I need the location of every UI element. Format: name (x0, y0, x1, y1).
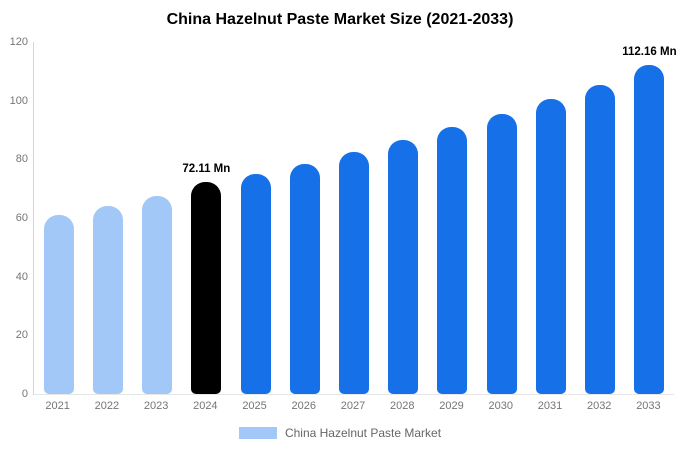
legend-swatch (238, 427, 277, 439)
plot-area: 72.11 Mn 112.16 Mn (33, 42, 677, 395)
x-tick-label-2032: 2032 (586, 400, 612, 412)
x-tick-label-2033: 2033 (636, 400, 661, 412)
bar-2021 (43, 215, 74, 394)
x-tick-label-2026: 2026 (291, 400, 317, 412)
chart-title: China Hazelnut Paste Market Size (2021-2… (166, 11, 514, 28)
legend: China Hazelnut Paste Market (0, 426, 680, 440)
legend-label: China Hazelnut Paste Market (284, 426, 442, 440)
x-tick-label-2028: 2028 (390, 400, 415, 412)
x-tick-label-2029: 2029 (439, 400, 464, 412)
bar-2028 (388, 140, 419, 394)
bar-column-2022 (83, 42, 132, 394)
x-tick-label-2021: 2021 (45, 400, 70, 412)
y-tick-label: 100 (9, 94, 28, 107)
x-tick-label-2031: 2031 (537, 400, 563, 412)
bar-column-2023 (132, 42, 181, 394)
bar-2030 (486, 113, 517, 394)
x-tick-label-2025: 2025 (242, 400, 267, 412)
value-label-2024: 72.11 Mn (182, 163, 231, 176)
bar-2024 (191, 182, 222, 394)
bar-column-2032 (576, 42, 625, 394)
y-tick-label: 40 (15, 270, 28, 283)
y-tick-label: 0 (21, 388, 28, 400)
y-tick-label: 20 (15, 329, 28, 342)
x-tick-label-2027: 2027 (340, 400, 366, 412)
bar-column-2021 (34, 42, 83, 394)
bar-column-2024: 72.11 Mn (182, 42, 231, 394)
bar-2023 (142, 196, 173, 394)
bar-2026 (289, 163, 320, 394)
value-label-2033: 112.16 Mn (622, 46, 677, 58)
x-axis-labels: 2021 2022 2023 2024 2025 2026 2027 2028 2029 2030… (33, 400, 673, 412)
bar-column-2033: 112.16 Mn (622, 42, 677, 394)
y-tick-label: 80 (15, 153, 28, 166)
bar-column-2030 (477, 42, 526, 394)
bar-2032 (585, 84, 616, 394)
x-tick-label-2024: 2024 (193, 400, 218, 412)
bar-column-2027 (329, 42, 378, 394)
bar-2022 (92, 206, 123, 394)
bar-column-2025 (231, 42, 280, 394)
bar-column-2029 (428, 42, 477, 394)
x-tick-label-2023: 2023 (143, 400, 169, 412)
bar-2033 (634, 65, 665, 394)
x-tick-label-2030: 2030 (488, 400, 513, 412)
bar-column-2026 (280, 42, 329, 394)
bar-2027 (339, 152, 370, 394)
y-tick-label: 60 (15, 212, 28, 224)
bar-2029 (437, 127, 468, 394)
x-tick-label-2022: 2022 (94, 400, 120, 412)
bar-2031 (535, 99, 566, 394)
y-axis: 0 20 40 60 80 100 120 (0, 36, 28, 400)
bar-column-2031 (526, 42, 575, 394)
y-tick-label: 120 (9, 36, 28, 48)
bar-2025 (240, 174, 271, 394)
bar-column-2028 (379, 42, 428, 394)
